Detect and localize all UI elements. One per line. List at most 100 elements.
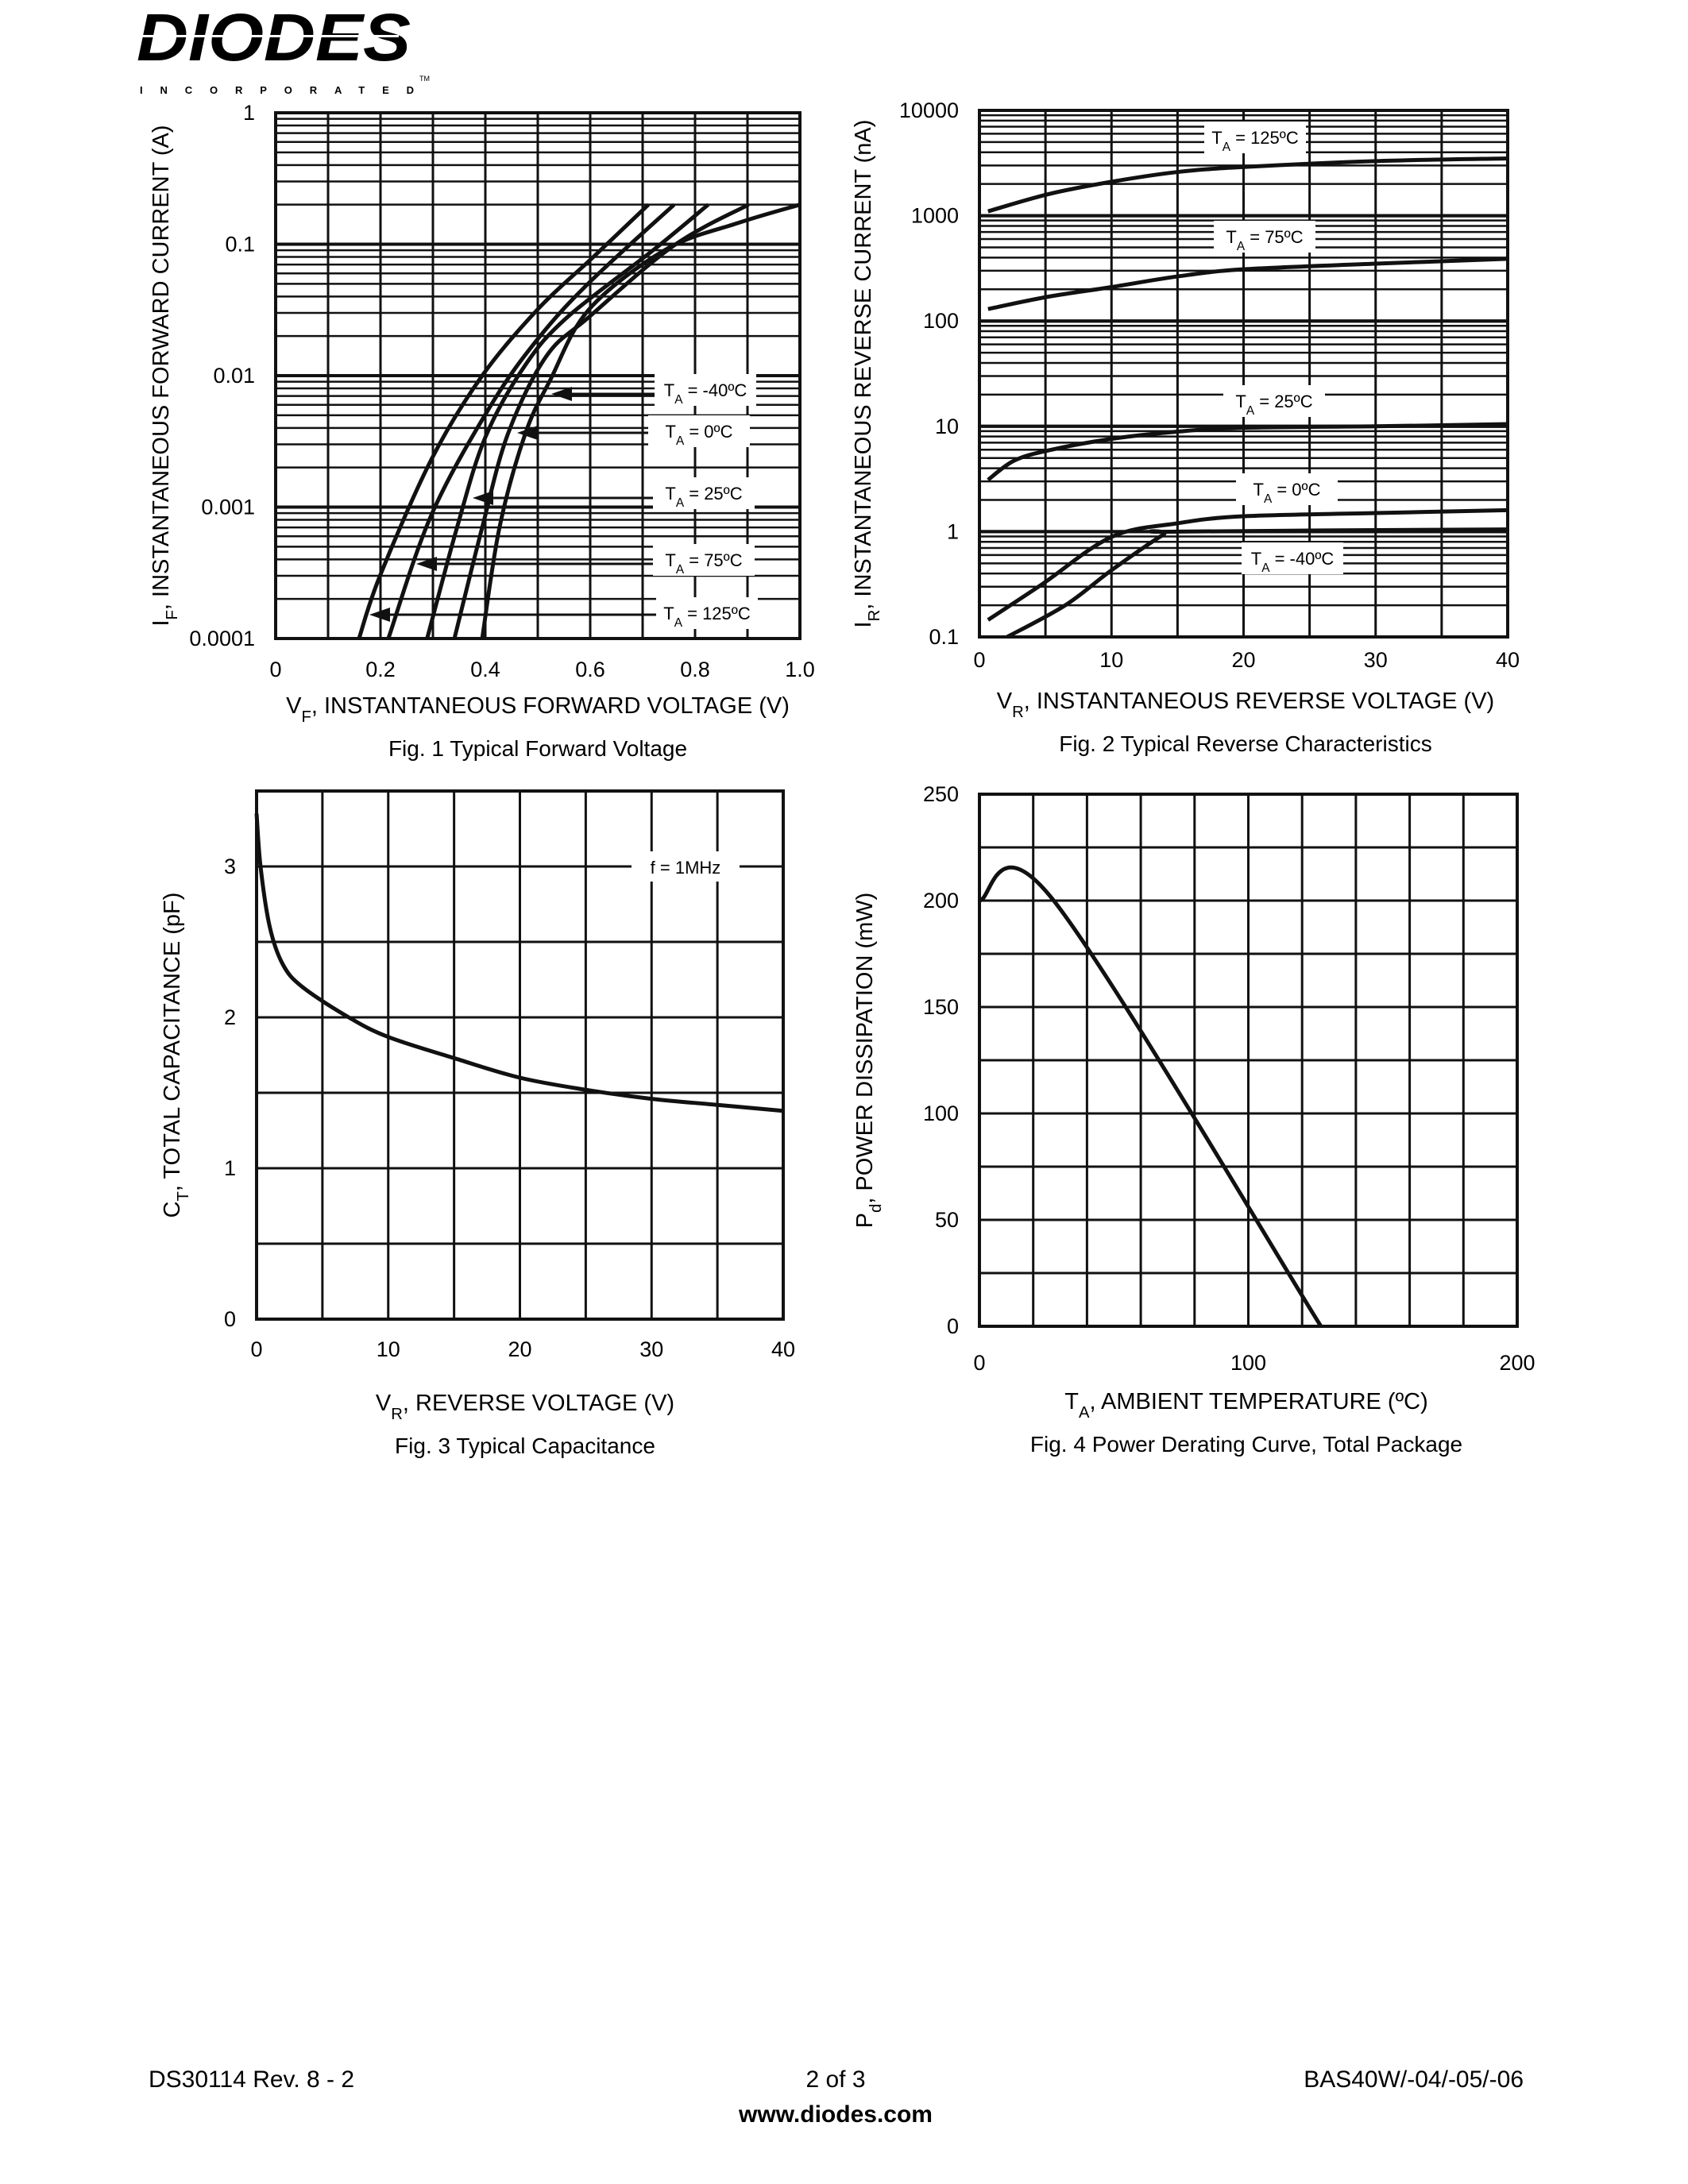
x-tick-label: 0	[269, 658, 281, 681]
x-tick-label: 0.8	[680, 658, 710, 681]
series-line-1	[452, 203, 750, 639]
series-label-subscript: A	[1261, 561, 1270, 575]
x-axis-label-rest: , INSTANTANEOUS FORWARD VOLTAGE (V)	[311, 693, 790, 719]
x-tick-label: 0	[250, 1337, 262, 1361]
x-tick-label: 40	[1496, 648, 1520, 672]
plot-frame	[978, 109, 1509, 639]
y-tick-label: 200	[923, 889, 959, 913]
series-line-0	[254, 813, 784, 1113]
series-label-subscript: A	[676, 563, 685, 577]
y-axis-label: CT, TOTAL CAPACITANCE (pF)	[160, 893, 192, 1218]
x-tick-label: 200	[1499, 1351, 1535, 1375]
figure-caption: Fig. 3 Typical Capacitance	[395, 1433, 655, 1458]
diodes-logo: DIODES INCORPORATED TM	[137, 0, 430, 96]
y-tick-label: 0.1	[225, 233, 255, 257]
series-label: TA = -40ºC	[1251, 549, 1335, 575]
series-label-main: T	[666, 422, 676, 442]
series-label-box	[1236, 473, 1338, 505]
x-axis-label-subscript: R	[1012, 704, 1024, 721]
y-tick-label: 0.001	[201, 496, 255, 519]
x-axis-label-main: V	[376, 1391, 392, 1416]
y-axis-label-main: C	[160, 1201, 185, 1217]
footer-doc-number: DS30114 Rev. 8 - 2	[149, 2066, 354, 2093]
series-label-main: T	[1253, 480, 1264, 500]
series-label-main: T	[1235, 392, 1246, 411]
arrowhead-icon	[369, 608, 390, 622]
y-tick-label: 1	[947, 519, 959, 543]
x-tick-label: 30	[1364, 648, 1388, 672]
series-line-3	[386, 203, 676, 639]
series-label-rest: = 0ºC	[684, 422, 732, 442]
y-axis-label-subscript: T	[175, 1191, 192, 1201]
y-axis-label: Pd, POWER DISSIPATION (mW)	[852, 893, 885, 1229]
series-label-rest: = 75ºC	[1245, 227, 1304, 247]
y-tick-label: 1000	[911, 204, 959, 228]
y-tick-label: 0	[947, 1314, 959, 1338]
series-label: TA = 125ºC	[663, 604, 751, 630]
y-tick-label: 0.0001	[189, 627, 255, 650]
series-label: TA = 125ºC	[1211, 128, 1299, 154]
series-label-main: T	[665, 550, 675, 570]
x-tick-label: 10	[1099, 648, 1123, 672]
series-line-0	[979, 865, 1323, 1328]
arrowhead-icon	[551, 387, 572, 401]
y-tick-label: 1	[243, 101, 255, 125]
logo-stripe	[137, 35, 399, 37]
series-label: TA = -40ºC	[664, 380, 747, 407]
series-line-4	[1006, 527, 1508, 639]
y-axis-label-subscript: d	[867, 1204, 885, 1213]
plot-frame	[978, 793, 1519, 1328]
series-label-rest: = 125ºC	[682, 604, 751, 623]
series-label-box	[1242, 542, 1343, 574]
y-axis-label-rest: , INSTANTANEOUS FORWARD CURRENT (A)	[149, 125, 174, 610]
y-axis-label-rest: , POWER DISSIPATION (mW)	[852, 893, 878, 1204]
x-tick-label: 1.0	[785, 658, 815, 681]
series-label: TA = 25ºC	[665, 484, 742, 510]
y-tick-label: 10	[935, 415, 959, 438]
series-label-main: T	[1251, 549, 1261, 569]
series-label-box	[656, 597, 758, 629]
y-tick-label: 2	[224, 1005, 236, 1029]
series-label: TA = 0ºC	[1253, 480, 1321, 506]
series-label-box	[1204, 122, 1306, 153]
plot-frame	[274, 111, 802, 640]
series-label-subscript: A	[1237, 240, 1246, 253]
y-axis-label-main: I	[851, 621, 876, 627]
frequency-annotation: f = 1MHz	[651, 858, 721, 878]
series-label-rest: = 0ºC	[1272, 480, 1320, 500]
series-line-2	[987, 422, 1508, 482]
y-axis-label-subscript: R	[866, 610, 883, 622]
arrowhead-icon	[416, 557, 437, 571]
series-label-main: T	[664, 380, 674, 400]
x-axis-label-subscript: R	[391, 1406, 403, 1423]
x-axis-label: VF, INSTANTANEOUS FORWARD VOLTAGE (V)	[286, 693, 790, 726]
footer-website-link[interactable]: www.diodes.com	[738, 2101, 933, 2128]
x-tick-label: 0.6	[575, 658, 605, 681]
series-label-subscript: A	[676, 434, 685, 448]
y-tick-label: 150	[923, 995, 959, 1019]
series-line-1	[987, 257, 1508, 311]
series-label-main: T	[663, 604, 674, 623]
y-axis-label-subscript: F	[164, 610, 181, 619]
y-axis-label-rest: , INSTANTANEOUS REVERSE CURRENT (nA)	[851, 120, 876, 610]
series-label-box	[653, 477, 755, 509]
x-axis-label: TA, AMBIENT TEMPERATURE (ºC)	[1064, 1389, 1428, 1422]
series-label-subscript: A	[1264, 492, 1273, 506]
series-label: TA = 75ºC	[1226, 227, 1303, 253]
y-tick-label: 250	[923, 782, 959, 806]
x-axis-label-subscript: A	[1079, 1404, 1090, 1422]
series-line-2	[425, 203, 710, 639]
footer-page-number: 2 of 3	[805, 2066, 865, 2093]
series-label-rest: = 25ºC	[684, 484, 743, 504]
x-tick-label: 10	[377, 1337, 400, 1361]
y-tick-label: 100	[923, 309, 959, 333]
y-axis-label: IF, INSTANTANEOUS FORWARD CURRENT (A)	[149, 125, 181, 626]
series-label-rest: = -40ºC	[682, 380, 747, 400]
y-tick-label: 3	[224, 855, 236, 878]
series-label-main: T	[1211, 128, 1222, 148]
x-tick-label: 0	[973, 1351, 985, 1375]
chart-fig-4: 0 100 200 0 50 100 150 200 250 TA, AMBIENT TEMPER…	[852, 782, 1535, 1457]
